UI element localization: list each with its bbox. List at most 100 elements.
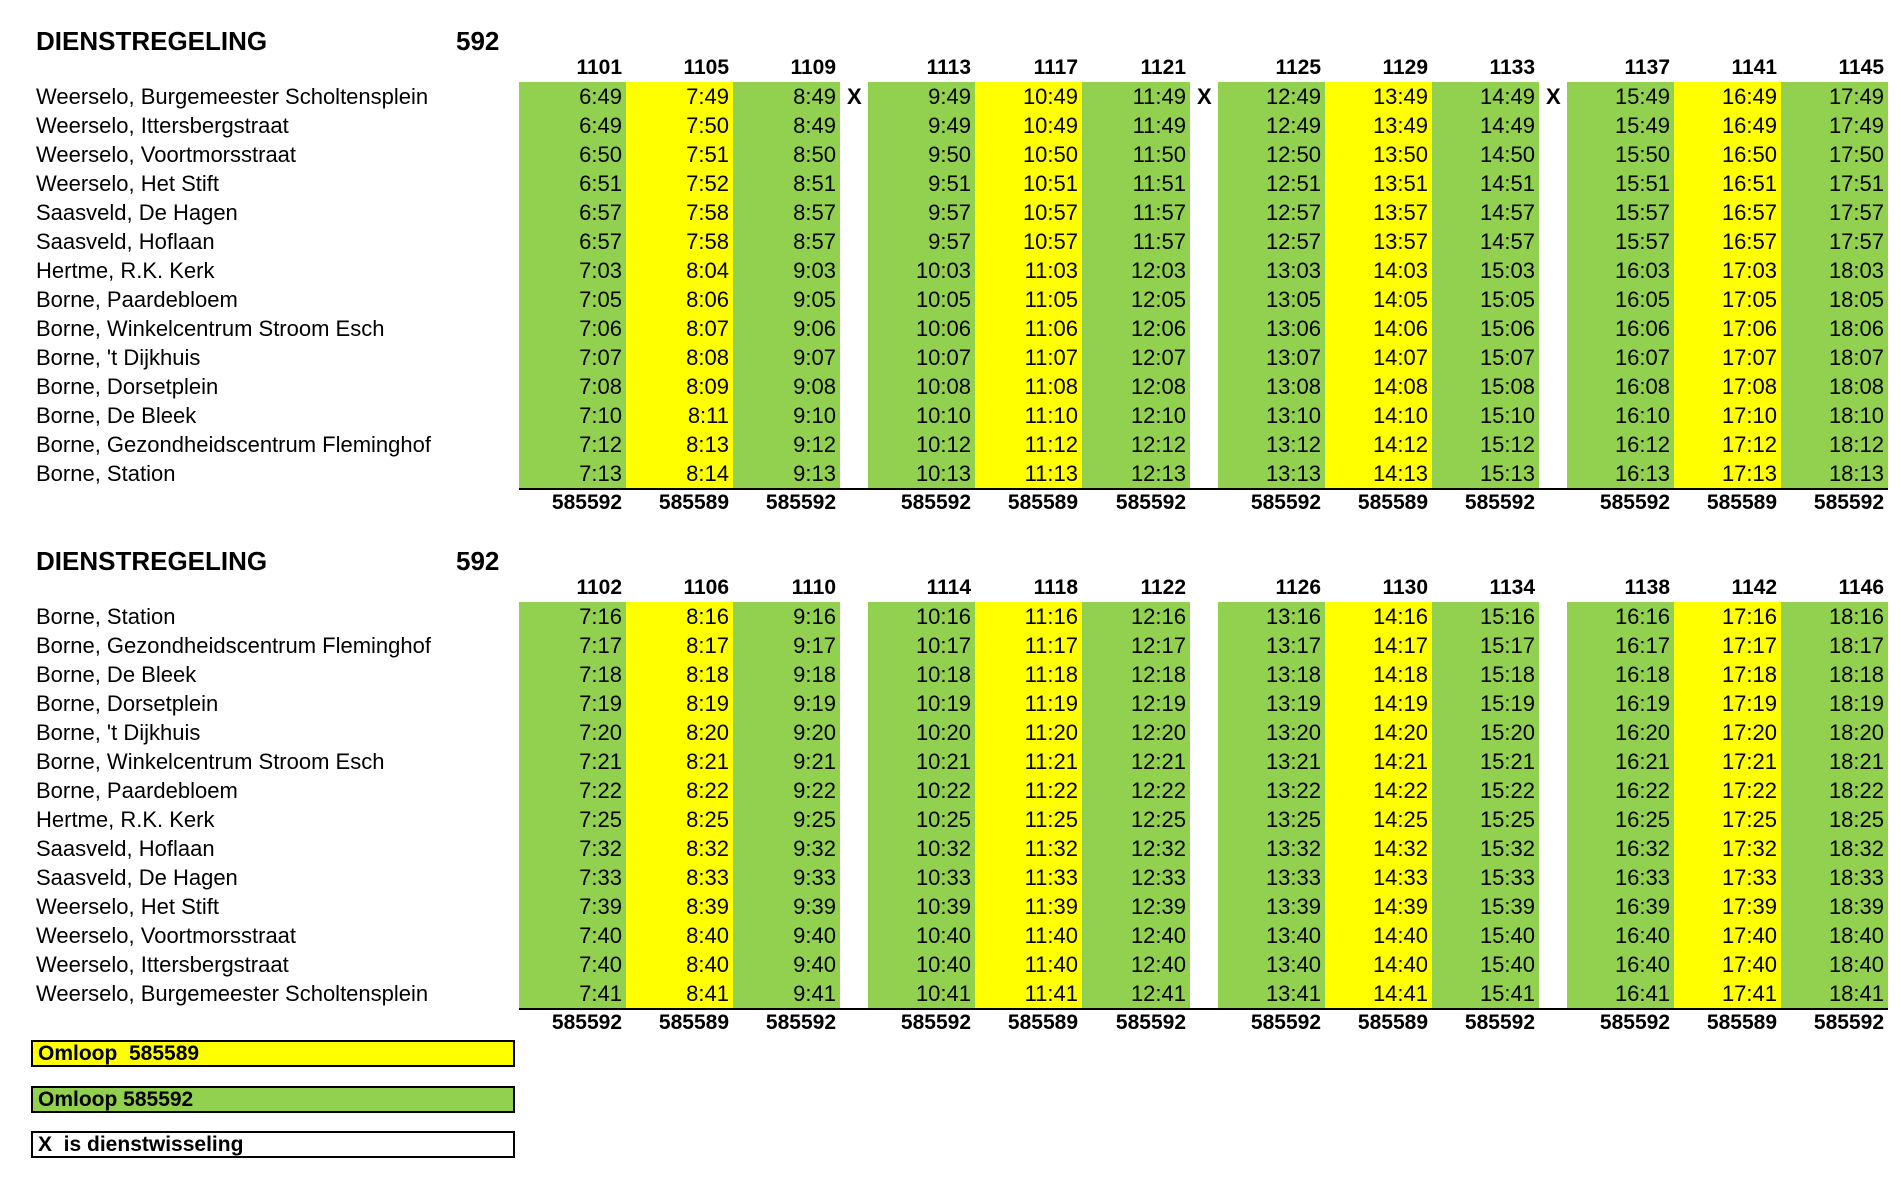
departure-time: 10:10: [915, 403, 971, 428]
departure-time: 8:41: [686, 981, 729, 1006]
trip-column-background: [1781, 82, 1888, 488]
departure-time: 10:25: [915, 807, 971, 832]
departure-time: 8:18: [686, 662, 729, 687]
departure-time: 15:33: [1479, 865, 1535, 890]
departure-time: 8:57: [793, 229, 836, 254]
departure-time: 10:40: [915, 952, 971, 977]
stop-name: Borne, Winkelcentrum Stroom Esch: [36, 749, 385, 774]
departure-time: 16:18: [1614, 662, 1670, 687]
departure-time: 18:32: [1828, 836, 1884, 861]
departure-time: 17:13: [1721, 461, 1777, 486]
departure-time: 13:18: [1265, 662, 1321, 687]
stop-name: Borne, Gezondheidscentrum Fleminghof: [36, 432, 431, 457]
departure-time: 14:32: [1372, 836, 1428, 861]
departure-time: 14:07: [1372, 345, 1428, 370]
departure-time: 18:22: [1828, 778, 1884, 803]
trip-column-background: [1781, 602, 1888, 1008]
departure-time: 17:40: [1721, 952, 1777, 977]
trip-column-background: [626, 82, 733, 488]
departure-time: 10:03: [915, 258, 971, 283]
departure-time: 7:19: [579, 691, 622, 716]
departure-time: 9:21: [793, 749, 836, 774]
departure-time: 12:39: [1130, 894, 1186, 919]
departure-time: 14:33: [1372, 865, 1428, 890]
departure-time: 8:22: [686, 778, 729, 803]
omloop-number: 585592: [551, 491, 622, 514]
departure-time: 17:10: [1721, 403, 1777, 428]
departure-time: 14:22: [1372, 778, 1428, 803]
departure-time: 12:17: [1130, 633, 1186, 658]
departure-time: 15:41: [1479, 981, 1535, 1006]
omloop-number: 585592: [1250, 491, 1321, 514]
route-number: 592: [456, 546, 500, 576]
departure-time: 13:33: [1265, 865, 1321, 890]
omloop-number: 585592: [1115, 1011, 1186, 1034]
departure-time: 13:03: [1265, 258, 1321, 283]
departure-time: 16:03: [1614, 258, 1670, 283]
departure-time: 16:25: [1614, 807, 1670, 832]
trip-number: 1137: [1624, 56, 1670, 79]
departure-time: 10:08: [915, 374, 971, 399]
departure-time: 16:57: [1721, 200, 1777, 225]
departure-time: 13:57: [1372, 200, 1428, 225]
departure-time: 7:21: [579, 749, 622, 774]
departure-time: 7:58: [686, 229, 729, 254]
trip-number: 1105: [683, 56, 729, 79]
departure-time: 17:49: [1828, 113, 1884, 138]
departure-time: 8:32: [686, 836, 729, 861]
departure-time: 12:49: [1265, 84, 1321, 109]
trip-number: 1138: [1624, 576, 1670, 599]
departure-time: 18:19: [1828, 691, 1884, 716]
departure-time: 7:10: [579, 403, 622, 428]
departure-time: 14:16: [1372, 604, 1428, 629]
trip-column-background: [1432, 602, 1539, 1008]
departure-time: 15:22: [1479, 778, 1535, 803]
departure-time: 18:07: [1828, 345, 1884, 370]
trip-column-background: [868, 602, 975, 1008]
departure-time: 14:41: [1372, 981, 1428, 1006]
departure-time: 6:50: [579, 142, 622, 167]
departure-time: 16:19: [1614, 691, 1670, 716]
departure-time: 11:39: [1024, 894, 1078, 919]
departure-time: 13:13: [1265, 461, 1321, 486]
departure-time: 15:57: [1614, 200, 1670, 225]
departure-time: 10:07: [915, 345, 971, 370]
departure-time: 7:32: [579, 836, 622, 861]
departure-time: 12:20: [1130, 720, 1186, 745]
departure-time: 10:40: [915, 923, 971, 948]
departure-time: 18:41: [1828, 981, 1884, 1006]
departure-time: 11:19: [1024, 691, 1078, 716]
departure-time: 9:41: [793, 981, 836, 1006]
departure-time: 15:05: [1479, 287, 1535, 312]
departure-time: 10:20: [915, 720, 971, 745]
departure-time: 9:10: [793, 403, 836, 428]
departure-time: 14:21: [1372, 749, 1428, 774]
departure-time: 9:19: [793, 691, 836, 716]
departure-time: 18:05: [1828, 287, 1884, 312]
stop-name: Weerselo, Burgemeester Scholtensplein: [36, 84, 429, 109]
stop-name: Borne, De Bleek: [36, 403, 197, 428]
trip-column-background: [1432, 82, 1539, 488]
departure-time: 9:22: [793, 778, 836, 803]
trip-number: 1142: [1731, 576, 1777, 599]
departure-time: 15:13: [1479, 461, 1535, 486]
departure-time: 17:19: [1721, 691, 1777, 716]
departure-time: 11:12: [1024, 432, 1078, 457]
trip-number: 1145: [1838, 56, 1884, 79]
trip-number: 1133: [1489, 56, 1535, 79]
omloop-number: 585589: [1007, 1011, 1078, 1034]
dienstwisseling-mark: X: [1546, 84, 1561, 109]
omloop-number: 585589: [1706, 1011, 1777, 1034]
departure-time: 10:17: [915, 633, 971, 658]
departure-time: 9:20: [793, 720, 836, 745]
departure-time: 8:40: [686, 923, 729, 948]
departure-time: 8:16: [686, 604, 729, 629]
departure-time: 18:06: [1828, 316, 1884, 341]
stop-name: Borne, Paardebloem: [36, 778, 238, 803]
departure-time: 11:32: [1024, 836, 1078, 861]
departure-time: 6:51: [579, 171, 622, 196]
departure-time: 8:51: [793, 171, 836, 196]
stop-name: Hertme, R.K. Kerk: [36, 258, 215, 283]
departure-time: 18:40: [1828, 952, 1884, 977]
trip-number: 1109: [790, 56, 836, 79]
